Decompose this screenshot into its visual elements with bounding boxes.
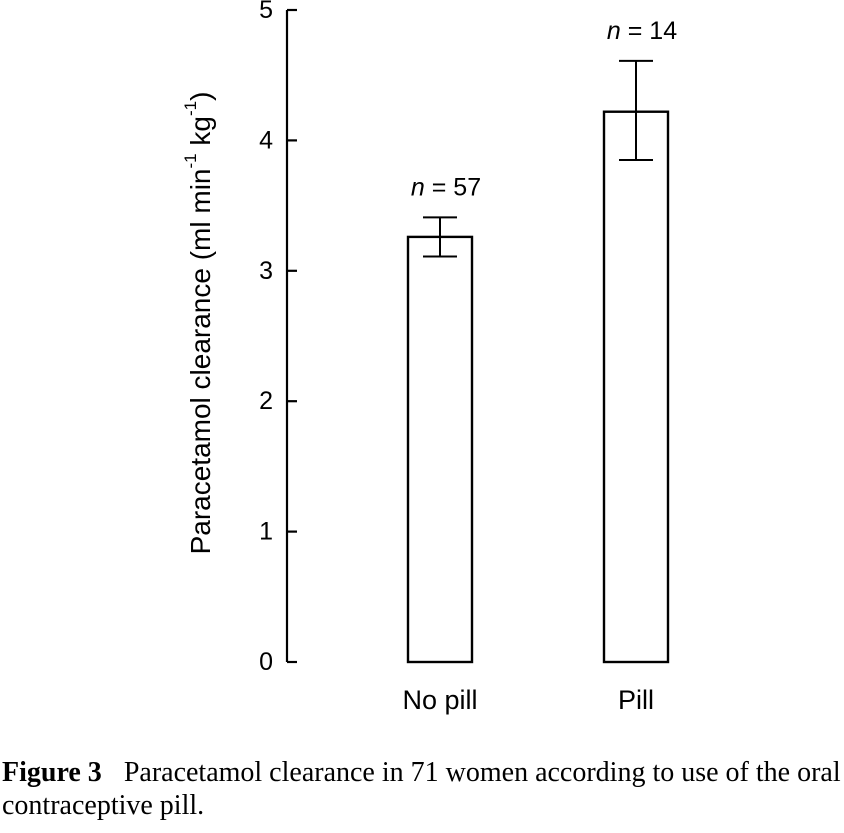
bar-0 <box>406 235 474 664</box>
y-tick-label-2: 2 <box>259 387 273 415</box>
category-labels: n = 57 No pill n = 14 Pill <box>402 17 677 715</box>
caption-text: Paracetamol clearance in 71 women accord… <box>2 757 841 821</box>
bars <box>406 59 670 664</box>
y-axis: 0 1 2 3 4 5 <box>259 0 297 676</box>
y-axis-label: Paracetamol clearance (ml min-1 kg-1) <box>181 92 216 555</box>
y-tick-label-1: 1 <box>259 518 273 546</box>
category-label-0: No pill <box>402 685 477 715</box>
n-annotation-0: n = 57 <box>411 173 481 201</box>
y-axis-label-mid: kg <box>185 116 216 153</box>
y-tick-label-0: 0 <box>259 648 273 676</box>
bar-1 <box>602 110 670 664</box>
y-tick-label-5: 5 <box>259 0 273 24</box>
y-tick-label-4: 4 <box>259 126 273 154</box>
y-tick-label-3: 3 <box>259 257 273 285</box>
y-axis-label-sup1: -1 <box>181 153 200 168</box>
y-axis-label-main: Paracetamol clearance (ml min <box>185 169 216 555</box>
bar-chart: 0 1 2 3 4 5 n = 57 No pill n = 14 Pill Paracetam… <box>181 0 677 715</box>
figure-caption: Figure 3 Paracetamol clearance in 71 wome… <box>2 756 842 822</box>
category-label-1: Pill <box>618 685 654 715</box>
figure-number: Figure 3 <box>2 757 102 788</box>
y-axis-label-sup2: -1 <box>181 101 200 116</box>
n-annotation-1: n = 14 <box>607 17 677 45</box>
y-axis-label-end: ) <box>185 92 216 101</box>
